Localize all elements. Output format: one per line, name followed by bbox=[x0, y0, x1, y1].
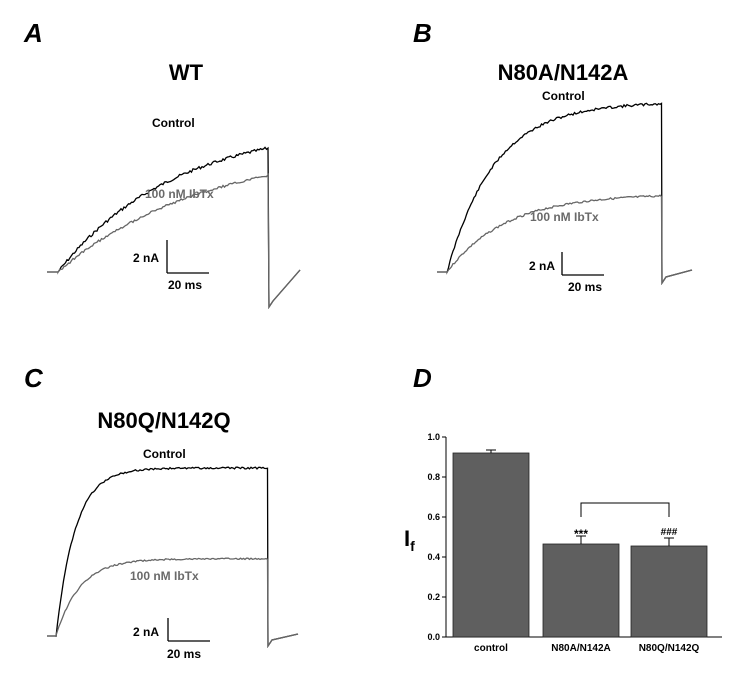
panel-c-ibtx-trace bbox=[47, 557, 299, 649]
panel-c-control-trace bbox=[47, 466, 299, 649]
panel-a-letter: A bbox=[23, 18, 43, 48]
panel-d: D 0.0 0.2 0.4 0.6 0.8 1.0 If control N80… bbox=[404, 363, 722, 654]
error-bar-n80q-n142q bbox=[664, 537, 674, 546]
bar-n80q-n142q bbox=[630, 545, 708, 638]
bar-control bbox=[452, 452, 530, 638]
panel-b-title: N80A/N142A bbox=[498, 60, 629, 85]
panel-b: B N80A/N142A Control 100 nM IbTx 2 nA 20… bbox=[413, 18, 693, 294]
panel-a-scale-bar: 2 nA 20 ms bbox=[133, 240, 209, 292]
x-category-label: N80A/N142A bbox=[551, 643, 610, 654]
significance-label-n80a: *** bbox=[574, 527, 588, 541]
panel-b-ibtx-label: 100 nM IbTx bbox=[530, 210, 599, 224]
panel-b-control-trace bbox=[437, 102, 693, 286]
y-tick-label: 0.8 bbox=[427, 472, 440, 482]
y-tick-label: 0.6 bbox=[427, 512, 440, 522]
panel-b-ibtx-trace bbox=[437, 194, 693, 286]
y-tick-label: 0.0 bbox=[427, 632, 440, 642]
panel-a-control-label: Control bbox=[152, 116, 195, 130]
y-tick-label: 0.4 bbox=[427, 552, 440, 562]
panel-a-control-trace bbox=[47, 146, 301, 310]
panel-c-scale-current: 2 nA bbox=[133, 625, 159, 639]
panel-d-letter: D bbox=[413, 363, 432, 393]
x-category-label: N80Q/N142Q bbox=[639, 643, 700, 654]
panel-a-title: WT bbox=[169, 60, 204, 85]
panel-a-scale-time: 20 ms bbox=[168, 278, 202, 292]
panel-c: C N80Q/N142Q Control 100 nM IbTx 2 nA 20… bbox=[24, 363, 299, 661]
panel-c-control-label: Control bbox=[143, 447, 186, 461]
panel-c-ibtx-label: 100 nM IbTx bbox=[130, 569, 199, 583]
x-category-label: control bbox=[474, 643, 508, 654]
panel-b-scale-time: 20 ms bbox=[568, 280, 602, 294]
panel-c-title: N80Q/N142Q bbox=[97, 408, 230, 433]
panel-b-scale-bar: 2 nA 20 ms bbox=[529, 252, 604, 294]
y-tick-label: 1.0 bbox=[427, 432, 440, 442]
panel-a-ibtx-label: 100 nM IbTx bbox=[145, 187, 214, 201]
panel-b-scale-current: 2 nA bbox=[529, 259, 555, 273]
y-axis-label: If bbox=[404, 526, 415, 554]
significance-label-n80q: ### bbox=[661, 527, 678, 538]
error-bar-control bbox=[486, 449, 496, 453]
bar-n80a-n142a bbox=[542, 543, 620, 638]
panel-a: A WT Control 100 nM IbTx 2 nA 20 ms bbox=[23, 18, 301, 310]
y-tick-label: 0.2 bbox=[427, 592, 440, 602]
panel-b-control-label: Control bbox=[542, 89, 585, 103]
panel-c-letter: C bbox=[24, 363, 44, 393]
panel-a-scale-current: 2 nA bbox=[133, 251, 159, 265]
error-bar-n80a-n142a bbox=[576, 535, 586, 544]
comparison-bracket bbox=[580, 502, 670, 517]
panel-b-letter: B bbox=[413, 18, 432, 48]
panel-c-scale-time: 20 ms bbox=[167, 647, 201, 661]
y-tick-marks bbox=[442, 436, 446, 638]
panel-a-ibtx-trace bbox=[47, 172, 301, 310]
panel-c-scale-bar: 2 nA 20 ms bbox=[133, 618, 210, 661]
